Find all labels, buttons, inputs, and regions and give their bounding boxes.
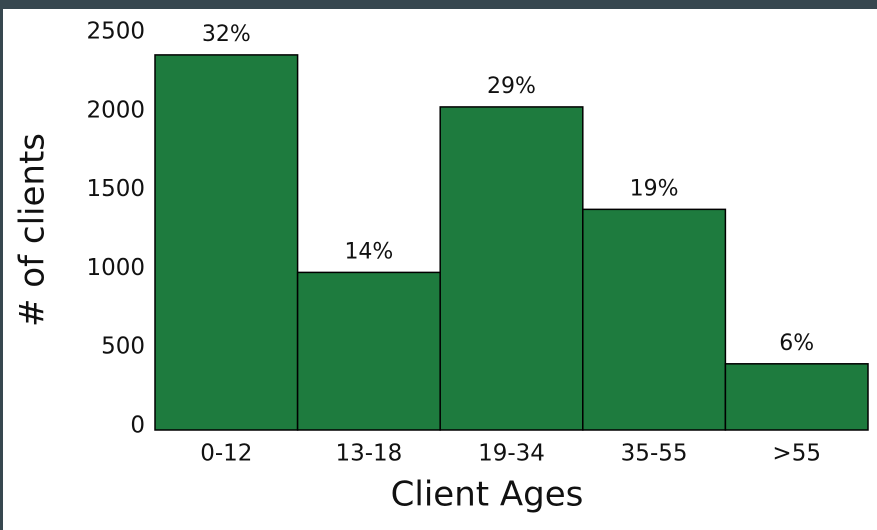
y-tick-label: 500 [101, 334, 145, 360]
left-border [0, 0, 3, 530]
bar [296, 271, 441, 431]
bar-annotation: 6% [779, 331, 814, 356]
y-tick-label: 1000 [86, 255, 145, 281]
y-tick-label: 1500 [86, 176, 145, 202]
x-tick-label: 35-55 [621, 441, 688, 467]
bar [154, 54, 299, 431]
bar [582, 208, 727, 431]
bar-annotation: 19% [630, 176, 679, 201]
bar [724, 363, 869, 431]
y-tick-label: 2500 [86, 19, 145, 45]
x-tick-label: 13-18 [335, 441, 402, 467]
x-tick-label: >55 [772, 441, 821, 467]
x-tick-label: 19-34 [478, 441, 545, 467]
x-tick-label: 0-12 [200, 441, 252, 467]
x-axis-title: Client Ages [391, 475, 584, 515]
y-axis-title: # of clients [13, 133, 53, 327]
y-tick-label: 0 [130, 413, 145, 439]
bar-annotation: 14% [344, 239, 393, 264]
y-tick-label: 2000 [86, 97, 145, 123]
bar-annotation: 32% [202, 22, 251, 47]
top-border [0, 0, 877, 9]
bar [439, 106, 584, 431]
bar-annotation: 29% [487, 74, 536, 99]
